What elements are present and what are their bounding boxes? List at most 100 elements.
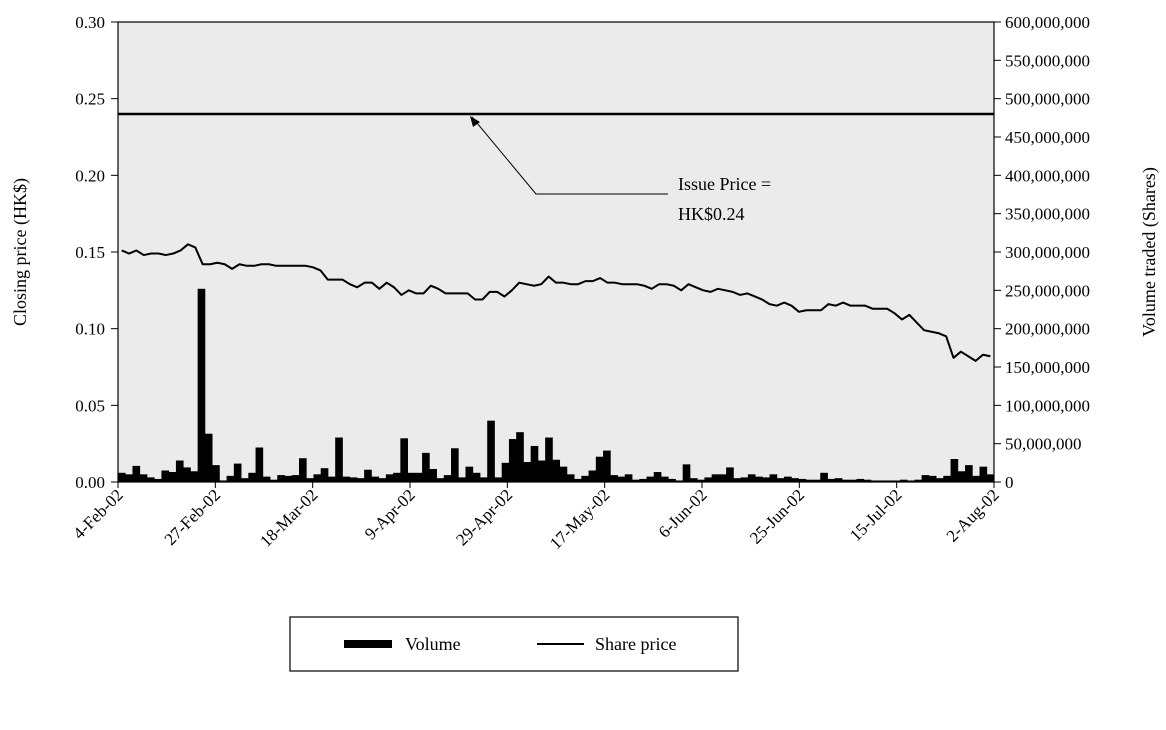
volume-bar (284, 475, 293, 482)
volume-bar (458, 477, 466, 482)
volume-bar (769, 474, 778, 482)
volume-bar (899, 479, 908, 482)
legend-label-volume: Volume (405, 634, 461, 654)
volume-bar (168, 472, 177, 482)
volume-bar (740, 477, 749, 482)
right-tick-label: 400,000,000 (1005, 166, 1090, 185)
volume-bar (856, 478, 865, 482)
volume-bar (212, 465, 220, 482)
volume-bar (603, 450, 611, 482)
volume-bar (161, 470, 170, 482)
x-tick-label: 27-Feb-02 (161, 485, 225, 549)
volume-bar (646, 476, 655, 482)
volume-bar (682, 464, 691, 482)
volume-bar (371, 476, 380, 482)
left-axis-title: Closing price (HK$) (10, 178, 31, 326)
annotation-leader (471, 116, 668, 195)
volume-bar (183, 467, 191, 482)
volume-bar (950, 459, 959, 482)
volume-bar (718, 474, 727, 482)
volume-bar (306, 478, 314, 482)
share-price-series (121, 243, 991, 362)
volume-bar (892, 480, 901, 482)
volume-bar (356, 478, 365, 482)
volume-bar (219, 480, 227, 482)
x-tick-label: 2-Aug-02 (943, 485, 1003, 545)
right-tick-label: 200,000,000 (1005, 320, 1090, 339)
right-tick-label: 100,000,000 (1005, 396, 1090, 415)
volume-bar (385, 474, 394, 482)
issue-price-annotation: HK$0.24 (678, 204, 745, 224)
volume-bar (552, 459, 561, 482)
volume-bar (146, 477, 155, 482)
legend: Volume Share price (289, 616, 739, 672)
volume-bar (986, 474, 995, 482)
right-tick-label: 350,000,000 (1005, 205, 1090, 224)
volume-bar (443, 475, 452, 482)
volume-bar (436, 478, 445, 482)
volume-bar (400, 438, 408, 482)
volume-bars (118, 288, 995, 482)
volume-bar (784, 476, 792, 482)
volume-bar (255, 447, 264, 482)
volume-bar (320, 468, 329, 482)
volume-bar (660, 476, 669, 482)
left-tick-label: 0.15 (75, 243, 105, 262)
annotation-arrowhead (470, 116, 480, 127)
right-tick-label: 0 (1005, 473, 1014, 492)
volume-bar (501, 462, 510, 482)
volume-bar (726, 467, 734, 482)
volume-bar (624, 474, 633, 482)
volume-bar (154, 478, 162, 482)
left-tick-label: 0.00 (75, 473, 105, 492)
volume-bar (175, 460, 184, 482)
volume-bar (979, 466, 988, 482)
volume-bar (277, 475, 285, 482)
volume-bar (197, 288, 206, 482)
volume-bar (704, 477, 713, 482)
volume-bar (798, 478, 807, 482)
left-tick-label: 0.25 (75, 90, 105, 109)
volume-bar (566, 474, 575, 482)
volume-bar (574, 478, 582, 482)
x-tick-label: 25-Jun-02 (746, 485, 808, 547)
volume-bar (298, 458, 307, 482)
volume-bar (465, 466, 474, 482)
volume-bar (936, 478, 944, 482)
volume-bar (834, 478, 843, 482)
volume-bar (479, 477, 488, 482)
left-tick-label: 0.20 (75, 166, 105, 185)
volume-bar (791, 478, 799, 482)
volume-bar (870, 480, 879, 482)
volume-bar (327, 476, 336, 482)
volume-bar (943, 475, 951, 482)
volume-bar (248, 472, 256, 482)
volume-bar (689, 478, 698, 482)
volume-bar (451, 448, 459, 482)
volume-bar (878, 480, 886, 482)
issue-price-annotation: Issue Price = (678, 174, 771, 194)
right-axis: 0 50,000,000 100,000,000 150,000,000 200,000… (994, 13, 1090, 492)
volume-bar (516, 432, 524, 482)
volume-bar (378, 478, 387, 482)
volume-bar (125, 474, 133, 482)
volume-bar (335, 437, 343, 482)
volume-bar (291, 475, 300, 482)
volume-bar (776, 478, 785, 482)
volume-bar (820, 472, 828, 482)
left-tick-label: 0.05 (75, 396, 105, 415)
volume-bar (653, 472, 662, 482)
volume-bar (907, 480, 915, 482)
volume-bar (132, 465, 141, 482)
volume-bar (595, 456, 604, 482)
right-tick-label: 550,000,000 (1005, 51, 1090, 70)
volume-bar (241, 478, 249, 482)
volume-bar (965, 465, 973, 482)
volume-bar (849, 479, 857, 482)
right-tick-label: 250,000,000 (1005, 281, 1090, 300)
x-tick-label: 17-May-02 (546, 485, 614, 553)
volume-bar (928, 475, 937, 482)
volume-bar (921, 475, 930, 482)
x-tick-label: 9-Apr-02 (361, 485, 419, 543)
